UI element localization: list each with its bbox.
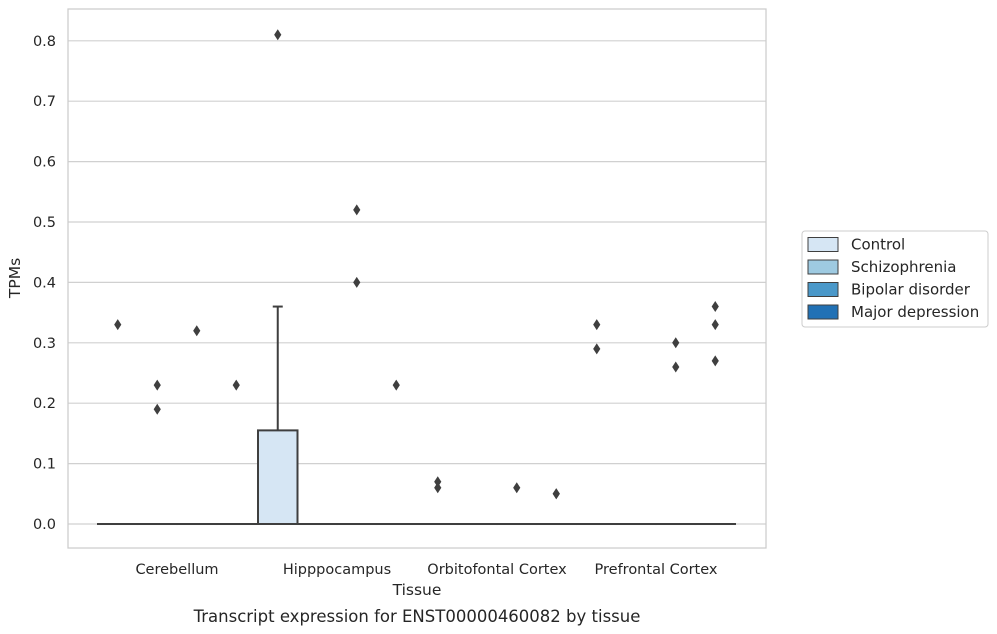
legend-swatch [807,304,839,320]
box-group [535,488,577,526]
box-group [97,319,139,526]
y-tick-label: 0.1 [33,457,56,473]
x-tick-label: Orbitofontal Cortex [427,562,567,578]
outlier-point [232,379,240,391]
legend-label: Major depression [851,303,979,321]
outlier-point [711,301,719,313]
box-group [417,476,459,526]
y-tick-label: 0.7 [33,94,56,110]
y-tick-label: 0.2 [33,396,56,412]
outlier-point [434,482,442,494]
outlier-point [593,319,601,331]
legend-label: Schizophrenia [851,258,956,276]
outlier-point [434,476,442,488]
y-tick-label: 0.6 [33,155,56,171]
outlier-point [672,337,680,349]
outlier-point [193,325,201,337]
box-group [655,337,697,526]
legend-swatch [807,237,839,252]
legend-swatch [807,282,839,297]
box-body [257,429,299,526]
x-axis-label: Tissue [392,581,442,599]
y-tick-label: 0.4 [33,275,56,291]
outlier-point [353,204,361,216]
outlier-point [672,361,680,373]
y-tick-label: 0.3 [33,336,56,352]
outlier-point [711,355,719,367]
box-group [576,319,618,526]
box-group [257,29,299,526]
outlier-point [392,379,400,391]
chart-caption: Transcript expression for ENST0000046008… [193,607,641,626]
box-group [496,482,538,526]
legend-label: Bipolar disorder [851,281,971,299]
box-group [215,379,257,526]
y-axis-label: TPMs [6,258,24,299]
x-tick-label: Cerebellum [135,562,218,578]
plot-area [97,29,736,526]
legend-swatch [807,259,839,275]
plot-frame [67,8,767,549]
x-tick-label: Hipppocampus [283,562,391,578]
y-axis-ticks: 0.0 0.1 0.2 0.3 0.4 0.5 0.6 0.7 0.8 [33,34,56,533]
outlier-point [711,319,719,331]
outlier-point [593,343,601,355]
y-tick-label: 0.8 [33,34,56,50]
legend-label: Control [851,236,905,254]
legend-items: Control Schizophrenia Bipolar disorder Majo… [807,236,979,321]
outlier-point [552,488,560,500]
box-group [136,379,178,526]
outlier-point [114,319,122,331]
legend-frame [801,230,989,328]
outlier-point [153,403,161,415]
y-tick-label: 0.0 [33,517,56,533]
x-axis-ticks: Cerebellum Hipppocampus Orbitofontal Corte… [135,562,717,578]
box-group [375,379,417,526]
grid-lines [68,40,766,525]
outlier-point [513,482,521,494]
outlier-point [274,29,282,41]
x-tick-label: Prefrontal Cortex [595,562,718,578]
box-group [176,325,218,526]
outlier-point [153,379,161,391]
box-group [336,204,378,526]
y-tick-label: 0.5 [33,215,56,231]
legend: Control Schizophrenia Bipolar disorder Majo… [801,230,989,328]
outlier-point [353,276,361,288]
box-group [694,301,736,526]
